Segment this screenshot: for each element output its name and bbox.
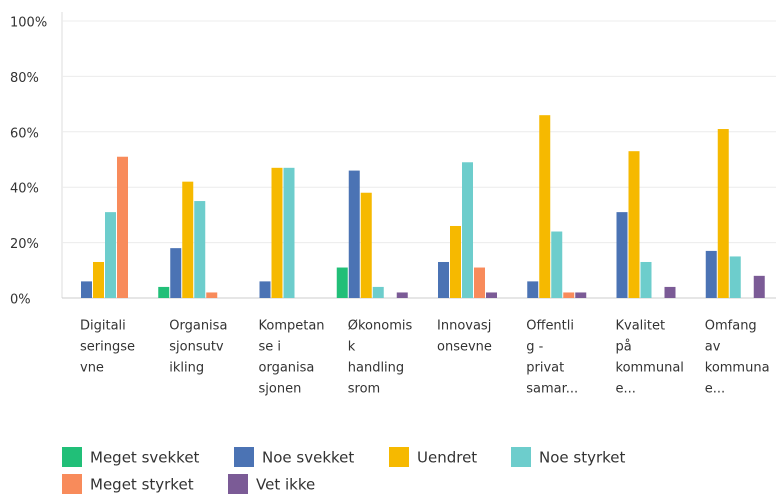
x-tick-label: på — [616, 340, 632, 355]
bar — [527, 281, 539, 298]
bar — [158, 286, 170, 298]
bar — [93, 261, 104, 298]
bar — [575, 292, 587, 298]
x-tick-label: seringse — [80, 340, 135, 355]
x-tick-label: Kompetan — [259, 319, 325, 334]
legend-swatch — [511, 447, 531, 467]
x-tick-label: vne — [80, 361, 104, 376]
bar — [705, 250, 717, 298]
x-tick-label: se i — [259, 340, 282, 355]
x-tick-label: Økonomis — [348, 319, 413, 334]
y-tick-label: 0% — [10, 293, 31, 308]
bar — [539, 115, 551, 299]
x-tick-label: sjonen — [259, 382, 302, 397]
bar — [640, 261, 652, 298]
bar — [360, 192, 372, 298]
legend-swatch — [389, 447, 409, 467]
bar — [105, 212, 116, 298]
legend-swatch — [234, 447, 254, 467]
bar — [664, 286, 676, 298]
x-tick-label: g - — [526, 340, 543, 355]
legend-label: Noe svekket — [262, 449, 354, 467]
x-tick-label: ikling — [169, 361, 204, 376]
x-tick-label: srom — [348, 382, 380, 397]
bar — [206, 292, 218, 298]
y-tick-label: 20% — [10, 237, 39, 252]
x-tick-label: Omfang — [705, 319, 757, 334]
x-tick-label: samar... — [526, 382, 578, 397]
bar — [450, 225, 461, 298]
x-tick-label: Innovasj — [437, 319, 491, 334]
bar — [628, 151, 640, 298]
bar — [462, 162, 473, 298]
legend-label: Noe styrket — [539, 449, 626, 467]
x-tick-label: privat — [526, 361, 564, 376]
bar — [729, 256, 741, 298]
bar — [348, 170, 360, 298]
bar — [117, 156, 128, 298]
bar — [271, 167, 283, 298]
x-tick-label: e... — [616, 382, 636, 397]
bar — [182, 181, 194, 298]
bar — [372, 286, 384, 298]
x-tick-label: Digitali — [80, 319, 126, 334]
y-tick-label: 80% — [10, 71, 39, 86]
bar — [474, 267, 485, 298]
bar — [283, 167, 295, 298]
legend-swatch — [62, 447, 82, 467]
bar — [81, 281, 92, 298]
x-tick-label: Offentli — [526, 319, 574, 334]
bar — [717, 129, 729, 298]
bar — [259, 281, 271, 298]
legend-swatch — [228, 474, 248, 494]
bar — [336, 267, 348, 298]
x-tick-label: e... — [705, 382, 725, 397]
x-tick-label: organisa — [259, 361, 315, 376]
bar — [486, 292, 497, 298]
bar — [753, 275, 765, 298]
bar — [170, 248, 182, 298]
x-tick-label: kommunal — [616, 361, 684, 376]
legend-label: Meget svekket — [90, 449, 200, 467]
bar — [396, 292, 408, 298]
legend-swatch — [62, 474, 82, 494]
x-tick-label: sjonsutv — [169, 340, 224, 355]
x-tick-label: handling — [348, 361, 404, 376]
y-tick-label: 40% — [10, 182, 39, 197]
bar — [194, 201, 206, 298]
x-tick-label: Organisa — [169, 319, 227, 334]
bar — [551, 231, 563, 298]
bar — [616, 212, 628, 298]
y-tick-label: 60% — [10, 126, 39, 141]
legend-label: Uendret — [417, 449, 477, 467]
bar — [563, 292, 575, 298]
x-tick-label: onsevne — [437, 340, 492, 355]
x-tick-label: k — [348, 340, 356, 355]
x-tick-label: Kvalitet — [616, 319, 666, 334]
bar — [438, 261, 449, 298]
y-tick-label: 100% — [10, 16, 47, 31]
legend-label: Vet ikke — [256, 476, 315, 494]
x-tick-label: av — [705, 340, 721, 355]
legend-label: Meget styrket — [90, 476, 194, 494]
x-tick-label: kommuna — [705, 361, 770, 376]
